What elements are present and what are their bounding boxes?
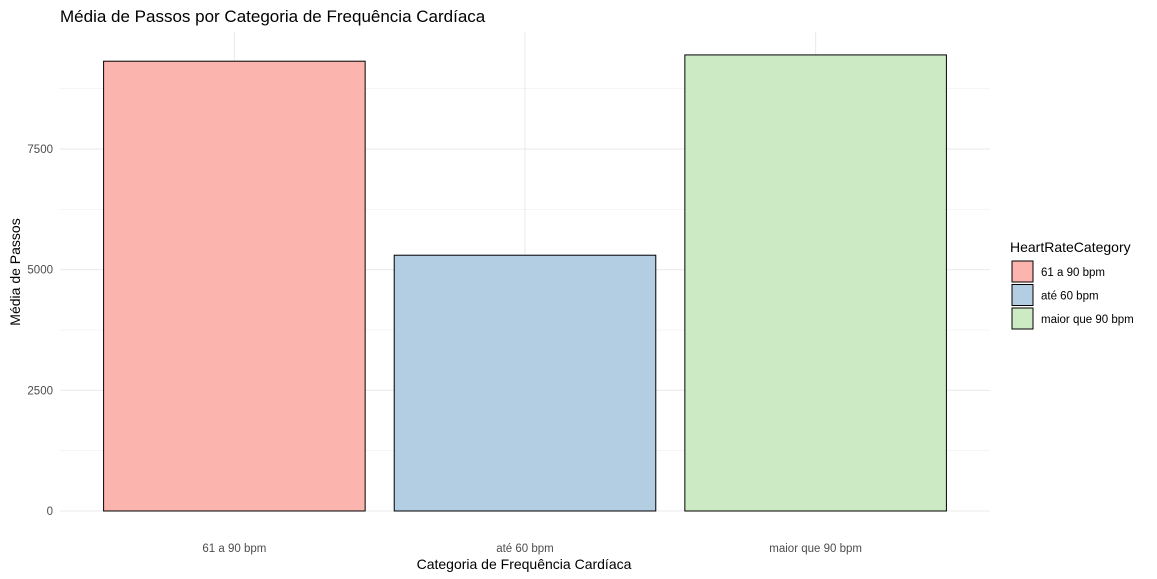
y-tick-label: 7500 — [27, 144, 53, 156]
x-axis-title: Categoria de Frequência Cardíaca — [417, 556, 632, 572]
x-tick-label: maior que 90 bpm — [769, 543, 862, 555]
legend: HeartRateCategory 61 a 90 bpm até 60 bpm m… — [1010, 239, 1134, 330]
x-tick-label: até 60 bpm — [496, 543, 554, 555]
legend-swatch — [1011, 284, 1034, 306]
y-tick-label: 0 — [47, 506, 53, 518]
legend-swatch — [1011, 260, 1034, 283]
y-axis-title: Média de Passos — [7, 218, 23, 325]
chart-title: Média de Passos por Categoria de Frequên… — [60, 7, 486, 26]
bar-2 — [684, 54, 947, 512]
legend-label: 61 a 90 bpm — [1041, 267, 1105, 279]
bars-group — [103, 54, 947, 512]
bar-0 — [103, 60, 366, 512]
legend-swatch — [1011, 307, 1034, 330]
y-axis-ticks: 0 2500 5000 7500 — [27, 144, 53, 518]
y-tick-label: 2500 — [27, 385, 53, 397]
x-axis-ticks: 61 a 90 bpm até 60 bpm maior que 90 bpm — [202, 543, 862, 555]
bar-1 — [393, 254, 657, 512]
legend-title: HeartRateCategory — [1010, 239, 1131, 255]
legend-label: maior que 90 bpm — [1041, 314, 1134, 326]
y-tick-label: 5000 — [27, 265, 53, 277]
legend-label: até 60 bpm — [1041, 291, 1099, 303]
x-tick-label: 61 a 90 bpm — [202, 543, 266, 555]
